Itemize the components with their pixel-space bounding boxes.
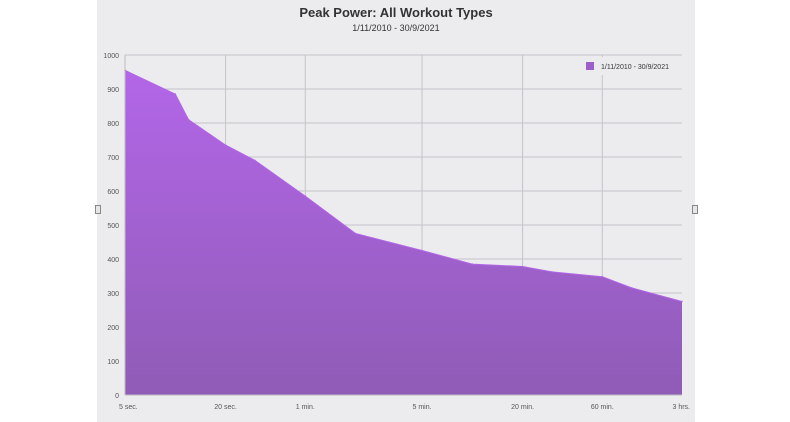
- x-tick-label: 20 sec.: [214, 404, 237, 411]
- y-tick-label: 900: [107, 87, 119, 94]
- axes: 0 100 200 300 400 500 600 700 800 900 1000 5 sec. 20…: [103, 53, 690, 411]
- data-point: [521, 265, 524, 268]
- x-tick-label: 5 sec.: [119, 404, 138, 411]
- x-tick-label: 5 min.: [412, 404, 431, 411]
- y-tick-label: 100: [107, 359, 119, 366]
- data-point: [254, 159, 256, 162]
- legend: 1/11/2010 - 30/9/2021: [568, 57, 678, 75]
- series-area: [125, 70, 682, 396]
- data-point: [187, 118, 190, 121]
- y-tick-label: 600: [107, 189, 119, 196]
- y-tick-label: 300: [107, 291, 119, 298]
- data-point: [174, 93, 177, 95]
- area-series: [124, 69, 683, 396]
- legend-box: [568, 57, 678, 75]
- chart-subtitle: 1/11/2010 - 30/9/2021: [352, 23, 440, 33]
- y-tick-label: 0: [115, 393, 119, 400]
- legend-label: 1/11/2010 - 30/9/2021: [601, 64, 669, 71]
- data-point: [681, 300, 683, 303]
- x-tick-label: 3 hrs.: [672, 404, 690, 411]
- y-tick-label: 200: [107, 325, 119, 332]
- data-point: [551, 271, 553, 273]
- data-point: [354, 232, 357, 235]
- resize-handle-left-icon[interactable]: [95, 205, 101, 214]
- data-point: [304, 195, 307, 197]
- y-tick-label: 400: [107, 257, 119, 264]
- y-tick-label: 1000: [103, 53, 119, 60]
- x-tick-label: 1 min.: [296, 404, 315, 411]
- chart-title: Peak Power: All Workout Types: [299, 5, 493, 20]
- y-tick-label: 700: [107, 155, 119, 162]
- legend-swatch: [586, 62, 594, 70]
- data-point: [224, 144, 227, 146]
- data-point: [471, 263, 474, 265]
- y-tick-label: 500: [107, 223, 119, 230]
- x-tick-label: 20 min.: [511, 404, 534, 411]
- y-tick-label: 800: [107, 121, 119, 128]
- series-line: [124, 69, 683, 302]
- data-point: [630, 287, 633, 289]
- data-point: [601, 275, 604, 278]
- data-point: [421, 249, 423, 252]
- resize-handle-right-icon[interactable]: [692, 205, 698, 214]
- x-tick-label: 60 min.: [591, 404, 614, 411]
